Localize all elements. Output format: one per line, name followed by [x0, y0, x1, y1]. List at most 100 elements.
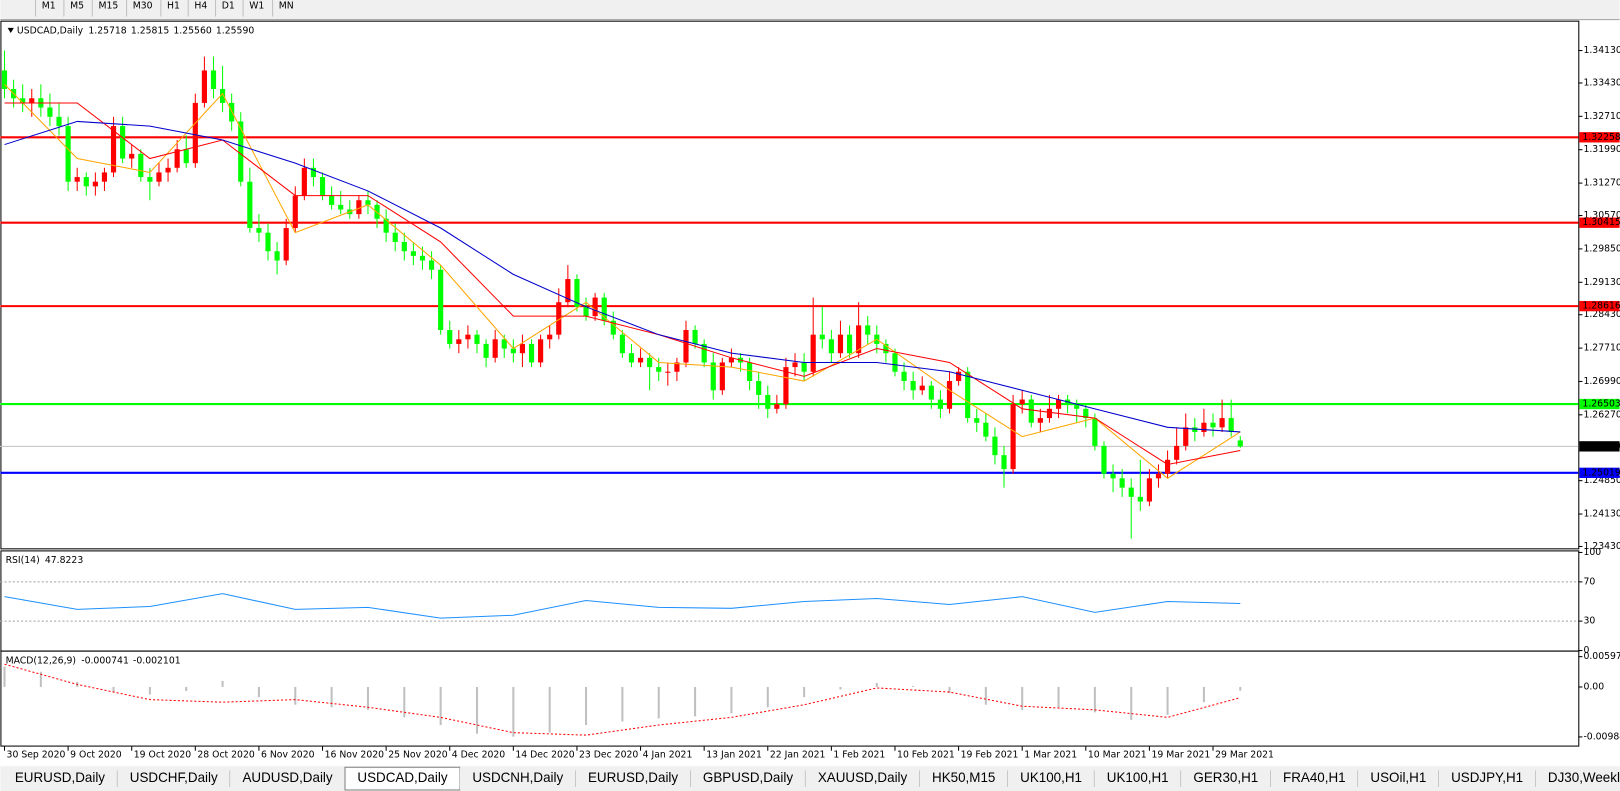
timeframe-button[interactable]: MN	[279, 1, 294, 12]
collapse-arrow[interactable]	[7, 27, 14, 34]
x-tick-label: 29 Mar 2021	[1215, 749, 1274, 760]
tab-label[interactable]: XAUUSD,Daily	[818, 770, 908, 785]
tab[interactable]	[1438, 767, 1536, 790]
candle-body	[1174, 445, 1180, 460]
candle-body	[338, 204, 344, 210]
tab-label[interactable]: FRA40,H1	[1283, 770, 1346, 785]
candle-body	[792, 362, 798, 368]
candle-body	[456, 339, 462, 344]
tab[interactable]	[2, 767, 118, 790]
candle-body	[438, 269, 444, 331]
y-tick-label: 1.30570	[1583, 210, 1620, 221]
tab-label[interactable]: DJ30,Weekly	[1548, 770, 1620, 785]
timeframe-button[interactable]: W1	[249, 1, 264, 12]
y-tick-label: 1.27710	[1583, 343, 1620, 354]
candle-body	[528, 343, 535, 363]
candle-body	[1001, 455, 1007, 470]
x-tick-label: 14 Dec 2020	[515, 749, 574, 760]
tab[interactable]	[117, 767, 231, 790]
tab[interactable]	[919, 767, 1008, 790]
tab-label[interactable]: GBPUSD,Daily	[703, 770, 793, 785]
candle-body	[601, 297, 607, 321]
candle-body	[992, 436, 998, 456]
candle-body	[129, 153, 135, 159]
tab-label[interactable]: UK100,H1	[1020, 770, 1082, 785]
tab[interactable]	[1270, 767, 1359, 790]
tab[interactable]	[1181, 767, 1271, 790]
y-tick-label: 1.29130	[1583, 277, 1620, 288]
timeframe-button[interactable]: M5	[70, 1, 84, 12]
tab-label[interactable]: USOil,H1	[1370, 770, 1426, 785]
tab-label[interactable]: AUDUSD,Daily	[242, 770, 332, 785]
tab-label[interactable]: EURUSD,Daily	[15, 770, 105, 785]
timeframe-button[interactable]: H4	[194, 1, 207, 12]
tab-label[interactable]: HK50,M15	[932, 770, 995, 785]
timeframe-button[interactable]: D1	[222, 1, 235, 12]
candle-body	[774, 404, 780, 409]
candle-body	[292, 195, 298, 229]
tab-label[interactable]: UK100,H1	[1107, 770, 1169, 785]
panel	[0, 650, 1580, 747]
tab[interactable]	[1094, 767, 1182, 790]
tab[interactable]	[575, 767, 691, 790]
candle-body	[856, 325, 862, 354]
candle-body	[1146, 478, 1152, 502]
tab-label[interactable]: USDCNH,Daily	[472, 770, 563, 785]
candle-body	[747, 362, 753, 382]
panel	[0, 20, 1580, 550]
candle-body	[974, 418, 980, 423]
timeframe-button[interactable]: M15	[98, 1, 118, 12]
x-tick-label: 10 Mar 2021	[1088, 749, 1147, 760]
candle-body	[274, 251, 280, 261]
panel-value: 1.25718	[88, 25, 126, 36]
timeframe-button[interactable]: M30	[133, 1, 153, 12]
y-tick-label: 1.28430	[1583, 309, 1620, 320]
price-level-tag	[1579, 300, 1620, 312]
x-tick-label: 19 Oct 2020	[134, 749, 191, 760]
candle-body	[583, 306, 589, 317]
x-tick-label: 9 Oct 2020	[70, 749, 122, 760]
timeframe-button[interactable]: M1	[42, 1, 56, 12]
tab[interactable]	[805, 767, 920, 790]
candle-body	[801, 362, 807, 372]
candle-body	[1219, 418, 1225, 428]
candle-body	[892, 353, 898, 372]
tab[interactable]	[230, 767, 346, 790]
candle-body	[665, 371, 671, 373]
candle-body	[565, 279, 571, 303]
x-tick-label: 16 Nov 2020	[325, 749, 385, 760]
tab-label[interactable]: USDJPY,H1	[1451, 770, 1523, 785]
candle-body	[1019, 399, 1025, 405]
y-tick-label: -0.009845	[1583, 731, 1620, 742]
candle-body	[1028, 399, 1034, 423]
tab[interactable]	[459, 767, 576, 790]
tab-label[interactable]: EURUSD,Daily	[588, 770, 678, 785]
candle-body	[1228, 418, 1234, 432]
candle-body	[1237, 440, 1243, 447]
candle-body	[156, 172, 162, 182]
y-tick-label: 0.005978	[1583, 651, 1620, 662]
tab-label[interactable]: GER30,H1	[1193, 770, 1258, 785]
candle-body	[210, 70, 217, 89]
candle-body	[719, 362, 725, 391]
candle-body	[710, 362, 716, 391]
candle-body	[474, 334, 480, 344]
y-tick-label: 1.24130	[1583, 509, 1620, 520]
candle-body	[383, 218, 389, 233]
candle-body	[1055, 399, 1062, 409]
candle-body	[447, 330, 453, 344]
candle-body	[783, 367, 789, 405]
tab-label[interactable]: USDCHF,Daily	[130, 770, 218, 785]
candle-body	[1, 70, 8, 89]
tab[interactable]	[1007, 767, 1095, 790]
tab[interactable]	[1535, 767, 1620, 790]
y-tick-label: 1.26270	[1583, 409, 1620, 420]
candle-body	[247, 181, 253, 229]
chart-window	[0, 20, 1620, 767]
candle-body	[101, 172, 108, 182]
tab[interactable]	[690, 767, 806, 790]
tab[interactable]	[1358, 767, 1439, 790]
candle-body	[329, 195, 335, 205]
tab-label[interactable]: USDCAD,Daily	[357, 770, 447, 785]
timeframe-button[interactable]: H1	[167, 1, 180, 12]
